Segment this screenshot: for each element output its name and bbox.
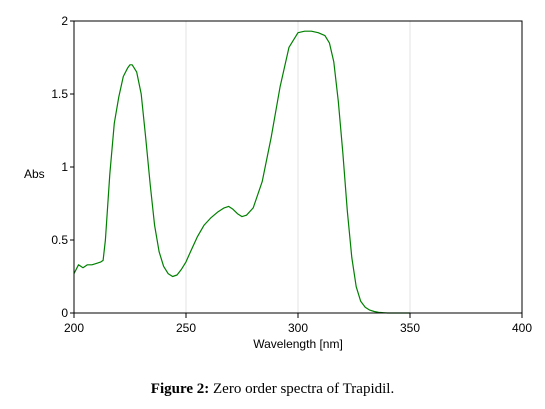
y-tick-label: 1.5 — [51, 87, 68, 101]
figure-caption-label: Figure 2: — [150, 381, 210, 397]
vertical-grid-lines — [185, 21, 411, 313]
y-axis-label: Abs — [24, 167, 45, 181]
x-axis-label: Wavelength [nm] — [253, 337, 343, 351]
x-tick-label: 300 — [288, 321, 308, 335]
x-tick-label: 400 — [512, 321, 532, 335]
y-tick-label: 1 — [61, 160, 68, 174]
series-layer — [73, 30, 410, 314]
x-tick-label: 250 — [176, 321, 196, 335]
axis-ticks: 200 250 300 350 400 0 0.5 1 1.5 2 — [51, 14, 532, 335]
absorbance-series-line-0 — [73, 30, 410, 314]
figure-caption: Figure 2: Zero order spectra of Trapidil… — [0, 381, 545, 398]
y-tick-label: 2 — [61, 14, 68, 28]
x-tick-label: 350 — [400, 321, 420, 335]
figure-caption-text: Zero order spectra of Trapidil. — [213, 381, 395, 397]
x-tick-label: 200 — [64, 321, 84, 335]
y-tick-label: 0 — [61, 306, 68, 320]
y-tick-label: 0.5 — [51, 233, 68, 247]
